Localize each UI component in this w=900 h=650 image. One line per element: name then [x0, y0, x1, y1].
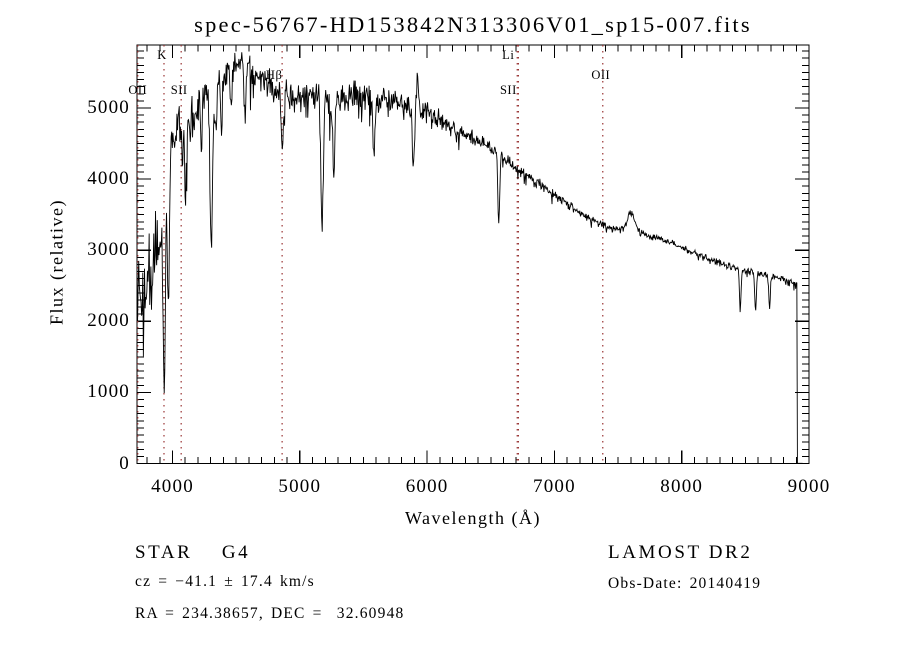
y-tick-label-5000: 5000 — [87, 96, 130, 118]
spectral-line-label-K: K — [157, 48, 167, 62]
ra-dec-label: RA = 234.38657, DEC = 32.60948 — [135, 605, 405, 622]
survey-label: LAMOST DR2 — [608, 542, 753, 563]
x-tick-label-8000: 8000 — [660, 476, 704, 497]
minor-ticks — [137, 45, 809, 464]
spectral-line-label-SII: SII — [499, 83, 517, 97]
plot-frame — [136, 44, 810, 465]
x-axis-title: Wavelength (Å) — [404, 508, 542, 528]
spectral-line-label-OII: OII — [128, 83, 148, 97]
spectral-line-label-SII: SII — [170, 83, 188, 97]
y-tick-label-1000: 1000 — [87, 381, 130, 403]
major-ticks — [137, 45, 810, 464]
y-tick-label-2000: 2000 — [87, 310, 130, 332]
radial-velocity-label: cz = −41.1 ± 17.4 km/s — [135, 573, 315, 590]
obs-date-label: Obs-Date: 20140419 — [608, 575, 762, 592]
spectral-line-label-Hβ: Hβ — [265, 68, 283, 82]
plot-title: spec-56767-HD153842N313306V01_sp15-007.f… — [194, 12, 752, 37]
x-tick-label-4000: 4000 — [151, 476, 194, 497]
x-tick-label-6000: 6000 — [405, 476, 449, 497]
y-tick-label-3000: 3000 — [87, 239, 130, 261]
x-tick-label-7000: 7000 — [533, 476, 576, 497]
y-axis-title: Flux (relative) — [46, 199, 67, 325]
x-tick-label-9000: 9000 — [787, 476, 831, 497]
y-tick-label-0: 0 — [119, 452, 130, 474]
spectrum-trace — [136, 52, 803, 464]
y-tick-label-4000: 4000 — [87, 168, 130, 190]
spectral-line-label-OII: OII — [591, 68, 611, 82]
spectral-line-label-Li: Li — [502, 48, 515, 62]
x-tick-label-5000: 5000 — [278, 476, 322, 497]
object-class-label: STAR G4 — [135, 542, 251, 563]
